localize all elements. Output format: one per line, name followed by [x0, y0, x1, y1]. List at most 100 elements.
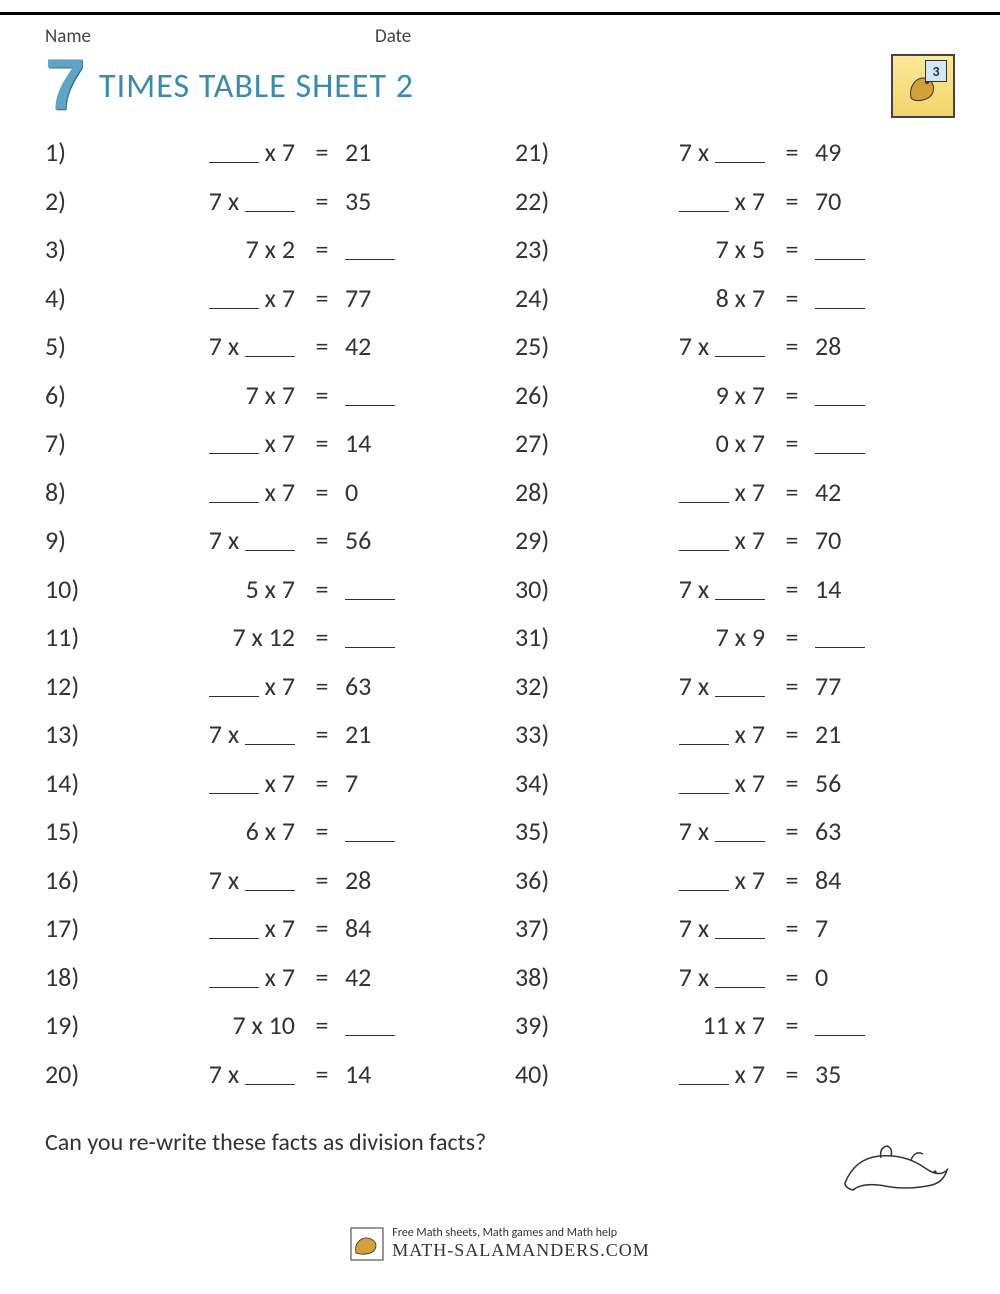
date-label: Date	[375, 25, 411, 48]
equals-sign: =	[775, 524, 809, 556]
equals-sign: =	[305, 864, 339, 896]
equals-sign: =	[305, 427, 339, 459]
problem-answer	[339, 379, 419, 411]
problem-number: 8)	[45, 476, 105, 508]
problem-answer: 21	[339, 718, 419, 750]
problem-number: 16)	[45, 864, 105, 896]
problem-number: 11)	[45, 621, 105, 653]
problem-expression: 5 x 7	[105, 573, 305, 605]
problem-row: 9)7 x =56	[45, 524, 485, 573]
problem-row: 25)7 x =28	[515, 330, 955, 379]
equals-sign: =	[775, 864, 809, 896]
problem-answer: 14	[339, 1058, 419, 1090]
problem-number: 34)	[515, 767, 575, 799]
problem-answer: 70	[809, 524, 889, 556]
problem-expression: x 7	[575, 185, 775, 217]
problem-row: 3)7 x 2=	[45, 233, 485, 282]
equals-sign: =	[775, 185, 809, 217]
problem-number: 20)	[45, 1058, 105, 1090]
title-left: 7 TIMES TABLE SHEET 2	[45, 57, 414, 115]
problem-answer	[339, 573, 419, 605]
equals-sign: =	[775, 282, 809, 314]
problem-expression: x 7	[105, 136, 305, 168]
problem-row: 4) x 7=77	[45, 282, 485, 331]
problem-row: 19)7 x 10=	[45, 1009, 485, 1058]
problem-expression: 7 x	[575, 912, 775, 944]
problem-expression: 7 x 5	[575, 233, 775, 265]
problem-expression: 7 x	[105, 718, 305, 750]
problem-row: 2)7 x =35	[45, 185, 485, 234]
problem-expression: x 7	[575, 476, 775, 508]
problem-row: 11)7 x 12=	[45, 621, 485, 670]
problem-expression: x 7	[105, 670, 305, 702]
problem-number: 29)	[515, 524, 575, 556]
problem-row: 7) x 7=14	[45, 427, 485, 476]
problem-row: 17) x 7=84	[45, 912, 485, 961]
problem-number: 17)	[45, 912, 105, 944]
problem-answer: 63	[339, 670, 419, 702]
problem-answer: 28	[339, 864, 419, 896]
problem-expression: 7 x	[105, 185, 305, 217]
problem-answer: 42	[339, 330, 419, 362]
problem-answer: 56	[339, 524, 419, 556]
equals-sign: =	[775, 1058, 809, 1090]
problem-row: 10)5 x 7=	[45, 573, 485, 622]
problem-number: 21)	[515, 136, 575, 168]
problem-answer: 63	[809, 815, 889, 847]
equals-sign: =	[775, 233, 809, 265]
problem-row: 34) x 7=56	[515, 767, 955, 816]
problem-row: 14) x 7=7	[45, 767, 485, 816]
problem-answer: 84	[809, 864, 889, 896]
problem-number: 39)	[515, 1009, 575, 1041]
equals-sign: =	[775, 379, 809, 411]
problem-answer: 7	[339, 767, 419, 799]
equals-sign: =	[775, 718, 809, 750]
problem-answer: 77	[809, 670, 889, 702]
equals-sign: =	[305, 282, 339, 314]
problem-row: 31)7 x 9=	[515, 621, 955, 670]
problem-expression: 7 x 7	[105, 379, 305, 411]
problem-number: 14)	[45, 767, 105, 799]
problem-answer: 21	[339, 136, 419, 168]
problem-row: 1) x 7=21	[45, 136, 485, 185]
equals-sign: =	[775, 427, 809, 459]
problem-answer: 42	[339, 961, 419, 993]
problems-column-2: 21)7 x =4922) x 7=7023)7 x 5=24)8 x 7=25…	[515, 136, 955, 1106]
problem-expression: 7 x	[105, 330, 305, 362]
problem-expression: 7 x	[575, 573, 775, 605]
equals-sign: =	[775, 476, 809, 508]
problem-answer	[809, 379, 889, 411]
equals-sign: =	[305, 233, 339, 265]
name-label: Name	[45, 25, 375, 48]
problem-number: 31)	[515, 621, 575, 653]
equals-sign: =	[305, 767, 339, 799]
equals-sign: =	[305, 961, 339, 993]
problem-expression: 7 x	[105, 524, 305, 556]
problem-answer	[809, 621, 889, 653]
problem-row: 23)7 x 5=	[515, 233, 955, 282]
problem-answer	[809, 282, 889, 314]
problem-expression: 7 x 12	[105, 621, 305, 653]
problem-number: 18)	[45, 961, 105, 993]
problem-answer: 28	[809, 330, 889, 362]
problem-expression: x 7	[105, 282, 305, 314]
problem-row: 15)6 x 7=	[45, 815, 485, 864]
problem-expression: 7 x 10	[105, 1009, 305, 1041]
problem-expression: 7 x 2	[105, 233, 305, 265]
problem-row: 38)7 x =0	[515, 961, 955, 1010]
equals-sign: =	[775, 767, 809, 799]
problem-number: 6)	[45, 379, 105, 411]
equals-sign: =	[305, 330, 339, 362]
problem-answer: 49	[809, 136, 889, 168]
site-url: MATH-SALAMANDERS.COM	[392, 1240, 650, 1261]
equals-sign: =	[775, 621, 809, 653]
problem-answer: 14	[339, 427, 419, 459]
problem-row: 28) x 7=42	[515, 476, 955, 525]
problem-expression: x 7	[105, 912, 305, 944]
problem-row: 6)7 x 7=	[45, 379, 485, 428]
problem-number: 27)	[515, 427, 575, 459]
problem-expression: x 7	[105, 427, 305, 459]
problem-expression: 7 x	[105, 1058, 305, 1090]
equals-sign: =	[305, 573, 339, 605]
problem-answer	[339, 815, 419, 847]
